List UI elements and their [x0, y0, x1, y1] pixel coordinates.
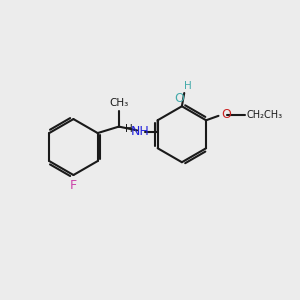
Text: CH₃: CH₃ [109, 98, 128, 108]
Text: H: H [184, 81, 192, 91]
Text: H: H [125, 124, 133, 134]
Text: O: O [175, 92, 184, 104]
Text: NH: NH [131, 125, 149, 138]
Text: CH₂CH₃: CH₂CH₃ [246, 110, 283, 120]
Text: F: F [70, 179, 77, 192]
Text: O: O [221, 108, 231, 121]
